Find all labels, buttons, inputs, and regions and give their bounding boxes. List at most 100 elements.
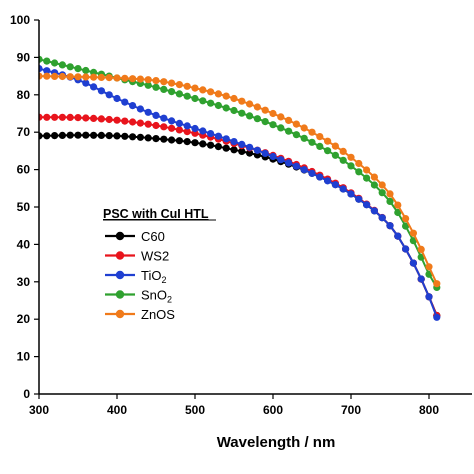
data-point — [168, 88, 176, 96]
data-point — [230, 138, 238, 146]
data-point — [183, 138, 191, 146]
data-point — [433, 313, 441, 321]
data-point — [113, 94, 121, 103]
legend-item: C60 — [105, 229, 165, 244]
data-point — [51, 59, 59, 67]
data-point — [105, 132, 113, 140]
data-point — [43, 113, 51, 121]
data-point — [160, 85, 168, 93]
data-point — [51, 72, 59, 80]
data-point — [82, 73, 90, 81]
data-point — [82, 79, 90, 87]
legend-label: TiO2 — [141, 268, 166, 285]
data-point — [51, 132, 59, 140]
x-tick-label: 500 — [185, 403, 205, 417]
data-point — [409, 259, 417, 267]
data-point — [121, 117, 129, 125]
data-point — [308, 169, 316, 177]
data-point — [386, 222, 394, 230]
data-point — [129, 133, 137, 141]
data-point — [370, 207, 378, 215]
data-point — [43, 72, 51, 80]
data-point — [402, 222, 410, 230]
data-point — [246, 100, 254, 108]
legend-item: ZnOS — [105, 307, 175, 322]
data-point — [246, 143, 254, 151]
data-point — [339, 156, 347, 164]
data-point — [378, 189, 386, 197]
data-point — [339, 147, 347, 155]
data-point — [58, 61, 66, 69]
data-point — [285, 127, 293, 135]
data-point — [175, 81, 183, 89]
data-point — [66, 73, 74, 81]
x-tick-label: 700 — [341, 403, 361, 417]
x-tick-label: 600 — [263, 403, 283, 417]
data-point — [378, 214, 386, 222]
data-point — [105, 115, 113, 124]
data-point — [97, 131, 105, 139]
data-point — [316, 133, 324, 141]
y-tick-label: 80 — [17, 88, 31, 102]
legend-label: C60 — [141, 229, 165, 244]
data-point — [300, 134, 308, 142]
data-point — [207, 130, 215, 138]
data-point — [417, 275, 425, 283]
data-point — [183, 128, 191, 136]
data-point — [175, 119, 183, 127]
data-point — [129, 102, 137, 110]
data-point — [97, 87, 105, 95]
data-point — [144, 120, 152, 128]
data-point — [90, 131, 98, 139]
data-point — [324, 137, 332, 145]
data-point — [425, 293, 433, 301]
data-point — [238, 140, 246, 148]
data-point — [285, 116, 293, 124]
data-point — [82, 114, 90, 122]
series-line — [39, 134, 438, 316]
data-point — [238, 97, 246, 105]
data-point — [316, 142, 324, 150]
data-point — [253, 103, 261, 111]
legend-title: PSC with CuI HTL — [103, 207, 209, 221]
data-point — [144, 81, 152, 89]
data-point — [144, 134, 152, 142]
series-line — [39, 75, 438, 285]
x-axis-title: Wavelength / nm — [217, 434, 336, 451]
data-point — [43, 57, 51, 65]
data-point — [214, 132, 222, 140]
legend-item: SnO2 — [105, 288, 172, 305]
data-point — [82, 131, 90, 139]
legend-swatch-marker — [115, 231, 125, 241]
data-point — [199, 97, 207, 105]
data-point — [277, 113, 285, 121]
data-point — [160, 123, 168, 131]
data-point — [191, 84, 199, 92]
data-point — [394, 201, 402, 209]
data-point — [43, 67, 51, 75]
data-point — [43, 132, 51, 140]
data-point — [191, 139, 199, 147]
data-point — [136, 75, 144, 83]
data-point — [222, 135, 230, 143]
axes: 0 10 20 30 40 50 60 70 80 90 100 300 400 500 600 700 800… — [10, 13, 472, 451]
data-point — [324, 147, 332, 155]
series-line — [39, 58, 438, 288]
x-tick-label: 400 — [107, 403, 127, 417]
legend: PSC with CuI HTL C60 WS2 TiO2 SnO2 ZnOS — [103, 207, 216, 322]
data-point — [144, 108, 152, 116]
data-point — [277, 156, 285, 164]
y-tick-label: 0 — [23, 387, 30, 401]
data-point — [152, 77, 160, 85]
series-line — [39, 67, 438, 318]
legend-item: TiO2 — [105, 268, 166, 285]
data-point — [121, 132, 129, 140]
data-point — [191, 94, 199, 103]
data-point — [152, 83, 160, 91]
data-point — [82, 66, 90, 75]
data-point — [363, 201, 371, 209]
data-point — [66, 131, 74, 139]
data-point — [363, 174, 371, 182]
legend-label: ZnOS — [141, 307, 175, 322]
